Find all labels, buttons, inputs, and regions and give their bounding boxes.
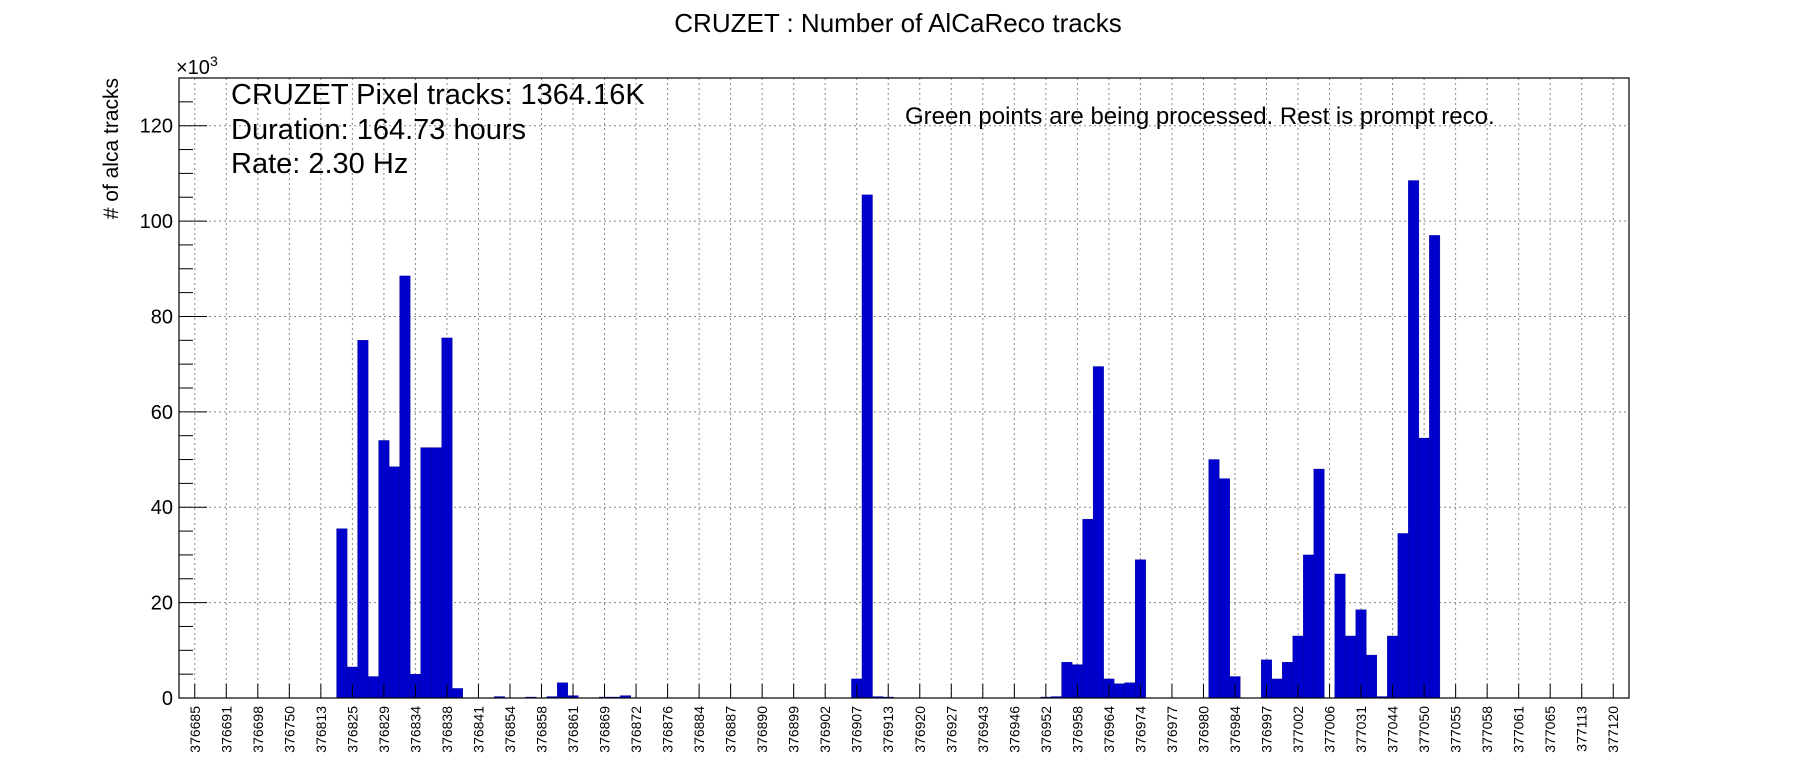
y-exponent: ×103 bbox=[176, 53, 218, 79]
duration-text: Duration: 164.73 hours bbox=[231, 114, 526, 146]
x-tick-label: 376869 bbox=[597, 706, 613, 753]
pixel-tracks-text: CRUZET Pixel tracks: 1364.16K bbox=[231, 79, 645, 111]
x-tick-label: 376872 bbox=[628, 706, 644, 753]
x-tick-label: 377006 bbox=[1322, 706, 1338, 753]
x-tick-label: 377031 bbox=[1353, 706, 1369, 753]
y-tick-label: 40 bbox=[151, 497, 173, 519]
bar bbox=[441, 337, 453, 699]
axis-ticks: 376685 376691 376698 376750 376813 376825 3768… bbox=[140, 101, 1621, 753]
bar bbox=[1134, 559, 1146, 699]
processing-note: Green points are being processed. Rest i… bbox=[905, 103, 1495, 130]
x-tick-label: 376984 bbox=[1227, 706, 1243, 753]
bar bbox=[451, 688, 463, 699]
bar bbox=[861, 194, 873, 699]
x-tick-label: 377065 bbox=[1542, 706, 1558, 753]
bar bbox=[1219, 478, 1230, 699]
x-tick-label: 376750 bbox=[281, 706, 297, 753]
plot-frame bbox=[178, 77, 1630, 699]
bar bbox=[388, 466, 400, 699]
bar bbox=[399, 275, 411, 699]
x-tick-label: 376913 bbox=[880, 706, 896, 753]
x-tick-label: 376927 bbox=[943, 706, 959, 753]
x-tick-label: 376698 bbox=[250, 706, 266, 753]
x-tick-label: 376952 bbox=[1038, 706, 1054, 753]
x-tick-label: 376691 bbox=[218, 706, 234, 753]
x-tick-label: 376685 bbox=[187, 706, 203, 753]
x-tick-label: 376829 bbox=[376, 706, 392, 753]
bar bbox=[430, 447, 442, 699]
bar bbox=[336, 528, 348, 699]
x-tick-label: 376854 bbox=[502, 706, 518, 753]
bar bbox=[1408, 180, 1420, 699]
bar bbox=[1429, 235, 1441, 699]
x-tick-label: 376997 bbox=[1259, 706, 1275, 753]
x-tick-label: 377002 bbox=[1290, 706, 1306, 753]
y-tick-label: 0 bbox=[162, 688, 173, 710]
bar bbox=[1345, 635, 1357, 699]
bar bbox=[1366, 654, 1378, 699]
bar bbox=[1061, 662, 1073, 699]
x-tick-label: 376899 bbox=[786, 706, 802, 753]
y-tick-label: 60 bbox=[151, 402, 173, 424]
y-tick-label: 80 bbox=[151, 306, 173, 328]
bar bbox=[1282, 662, 1293, 699]
x-tick-label: 376920 bbox=[912, 706, 928, 753]
chart-title: CRUZET : Number of AlCaReco tracks bbox=[674, 8, 1121, 38]
bar bbox=[1271, 678, 1283, 699]
bar bbox=[1313, 468, 1325, 699]
x-tick-label: 376902 bbox=[817, 706, 833, 753]
x-tick-label: 376834 bbox=[407, 706, 423, 753]
bar bbox=[1082, 518, 1094, 699]
x-tick-label: 377061 bbox=[1511, 706, 1527, 753]
x-tick-label: 376876 bbox=[660, 706, 676, 753]
bar bbox=[378, 440, 390, 699]
x-tick-label: 376958 bbox=[1069, 706, 1085, 753]
x-tick-label: 377044 bbox=[1385, 706, 1401, 753]
bar bbox=[1092, 366, 1104, 699]
grid bbox=[179, 78, 1629, 698]
x-tick-label: 376858 bbox=[534, 706, 550, 753]
x-tick-label: 377055 bbox=[1448, 706, 1464, 753]
x-tick-label: 376964 bbox=[1101, 706, 1117, 753]
y-tick-label: 20 bbox=[151, 593, 173, 615]
x-tick-label: 376890 bbox=[754, 706, 770, 753]
rate-text: Rate: 2.30 Hz bbox=[231, 148, 408, 180]
x-tick-label: 376943 bbox=[975, 706, 991, 753]
x-tick-label: 376841 bbox=[470, 706, 486, 753]
bar bbox=[1124, 682, 1136, 699]
bar bbox=[1208, 459, 1220, 699]
x-tick-label: 376977 bbox=[1164, 706, 1180, 753]
bar bbox=[1334, 573, 1346, 699]
x-tick-label: 376907 bbox=[849, 706, 865, 753]
y-tick-label: 100 bbox=[140, 211, 173, 233]
x-tick-label: 376825 bbox=[344, 706, 360, 753]
x-tick-label: 377058 bbox=[1479, 706, 1495, 753]
x-tick-label: 376946 bbox=[1006, 706, 1022, 753]
bar bbox=[557, 682, 568, 699]
bar bbox=[357, 340, 369, 699]
bar bbox=[1418, 437, 1430, 699]
x-tick-label: 376813 bbox=[313, 706, 329, 753]
y-exponent-base: ×10 bbox=[176, 57, 210, 79]
x-tick-label: 376838 bbox=[439, 706, 455, 753]
bar bbox=[367, 676, 379, 699]
x-tick-label: 376974 bbox=[1132, 706, 1148, 753]
y-axis-label: # of alca tracks bbox=[100, 78, 123, 219]
x-tick-label: 376887 bbox=[723, 706, 739, 753]
x-tick-label: 376884 bbox=[691, 706, 707, 753]
bar bbox=[420, 447, 432, 699]
x-tick-label: 376980 bbox=[1195, 706, 1211, 753]
x-tick-label: 376861 bbox=[565, 706, 581, 753]
bar bbox=[1397, 533, 1409, 699]
x-tick-label: 377120 bbox=[1605, 706, 1621, 753]
y-exponent-power: 3 bbox=[210, 53, 218, 69]
x-tick-label: 377113 bbox=[1574, 706, 1590, 752]
bar bbox=[1303, 554, 1314, 699]
y-tick-label: 120 bbox=[140, 116, 173, 138]
x-tick-label: 377050 bbox=[1416, 706, 1432, 753]
bar bbox=[1113, 683, 1125, 699]
